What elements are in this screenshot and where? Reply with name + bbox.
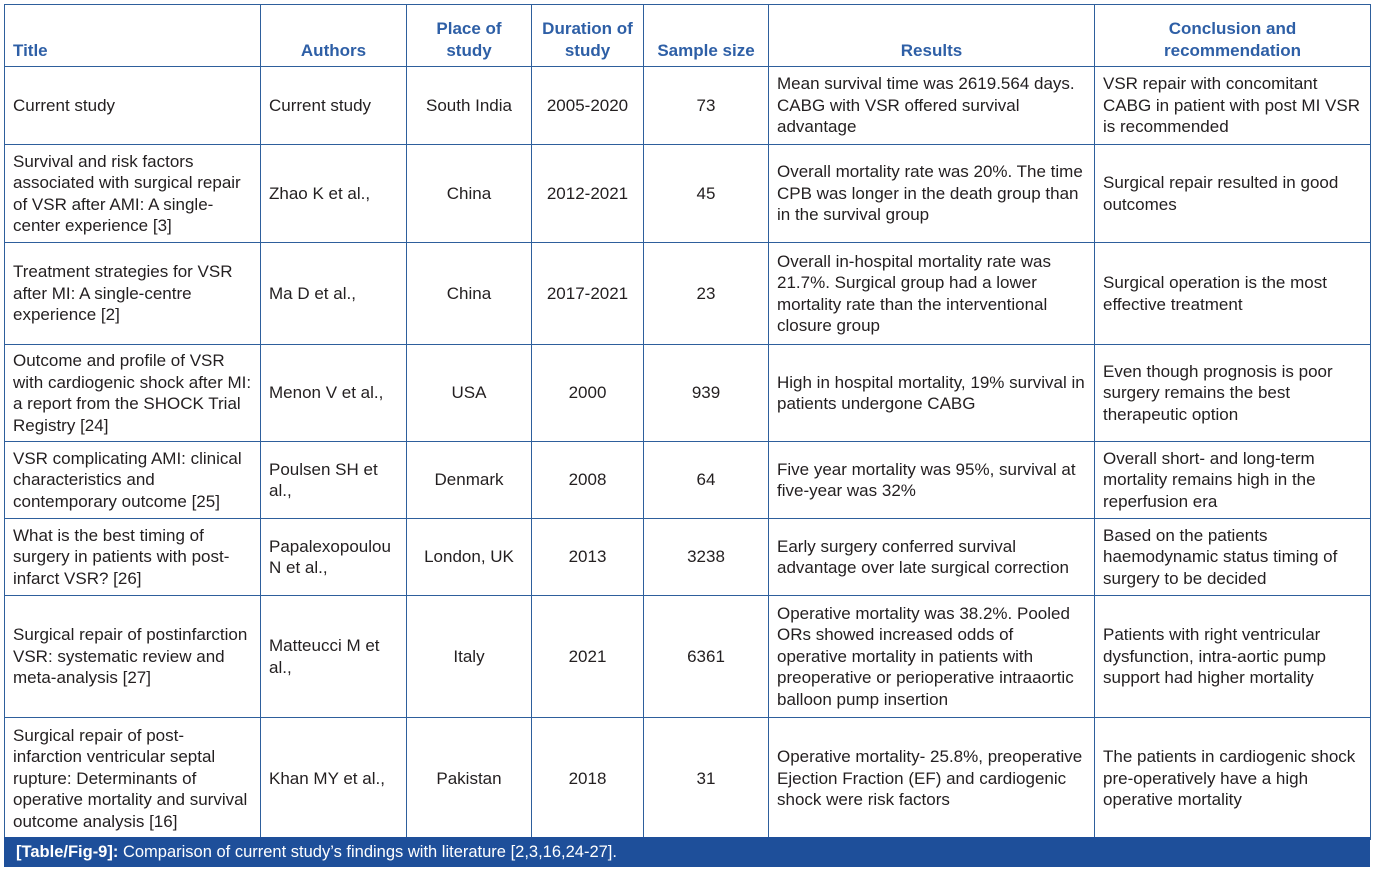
- table-row: Surgical repair of postinfarction VSR: s…: [4, 595, 1371, 718]
- cell-authors: Zhao K et al.,: [260, 144, 407, 243]
- cell-duration: 2000: [531, 344, 644, 442]
- cell-duration: 2018: [531, 717, 644, 840]
- header-sample-size: Sample size: [643, 4, 769, 67]
- cell-results: High in hospital mortality, 19% survival…: [768, 344, 1095, 442]
- cell-title: VSR complicating AMI: clinical character…: [4, 441, 261, 519]
- cell-place: USA: [406, 344, 532, 442]
- cell-results: Overall in-hospital mortality rate was 2…: [768, 242, 1095, 345]
- caption-text: Comparison of current study’s findings w…: [118, 843, 617, 861]
- cell-authors: Poulsen SH et al.,: [260, 441, 407, 519]
- cell-duration: 2012-2021: [531, 144, 644, 243]
- table-row: Current study Current study South India …: [4, 66, 1371, 145]
- cell-title: Current study: [4, 66, 261, 145]
- cell-sample-size: 31: [643, 717, 769, 840]
- header-results: Results: [768, 4, 1095, 67]
- cell-place: Italy: [406, 595, 532, 718]
- cell-results: Operative mortality was 38.2%. Pooled OR…: [768, 595, 1095, 718]
- cell-authors: Papalexopoulou N et al.,: [260, 518, 407, 596]
- cell-conclusion: Even though prognosis is poor surgery re…: [1094, 344, 1371, 442]
- cell-place: South India: [406, 66, 532, 145]
- cell-title: Surgical repair of postinfarction VSR: s…: [4, 595, 261, 718]
- cell-title: Surgical repair of post-infarction ventr…: [4, 717, 261, 840]
- cell-title: Survival and risk factors associated wit…: [4, 144, 261, 243]
- cell-place: Pakistan: [406, 717, 532, 840]
- cell-results: Five year mortality was 95%, survival at…: [768, 441, 1095, 519]
- cell-authors: Current study: [260, 66, 407, 145]
- cell-title: What is the best timing of surgery in pa…: [4, 518, 261, 596]
- header-conclusion: Conclusion and recommendation: [1094, 4, 1371, 67]
- header-duration-of-study: Duration of study: [531, 4, 644, 67]
- header-place-of-study: Place of study: [406, 4, 532, 67]
- cell-sample-size: 23: [643, 242, 769, 345]
- cell-conclusion: Surgical repair resulted in good outcome…: [1094, 144, 1371, 243]
- literature-comparison-table: Title Authors Place of study Duration of…: [4, 4, 1371, 840]
- cell-duration: 2017-2021: [531, 242, 644, 345]
- cell-place: China: [406, 242, 532, 345]
- table-row: What is the best timing of surgery in pa…: [4, 518, 1371, 596]
- cell-conclusion: Surgical operation is the most effective…: [1094, 242, 1371, 345]
- cell-results: Early surgery conferred survival advanta…: [768, 518, 1095, 596]
- cell-sample-size: 3238: [643, 518, 769, 596]
- cell-authors: Menon V et al.,: [260, 344, 407, 442]
- cell-results: Operative mortality- 25.8%, preoperative…: [768, 717, 1095, 840]
- cell-duration: 2013: [531, 518, 644, 596]
- cell-title: Treatment strategies for VSR after MI: A…: [4, 242, 261, 345]
- cell-sample-size: 73: [643, 66, 769, 145]
- cell-place: China: [406, 144, 532, 243]
- cell-authors: Khan MY et al.,: [260, 717, 407, 840]
- cell-duration: 2008: [531, 441, 644, 519]
- cell-place: London, UK: [406, 518, 532, 596]
- cell-sample-size: 45: [643, 144, 769, 243]
- header-title: Title: [4, 4, 261, 67]
- cell-conclusion: Patients with right ventricular dysfunct…: [1094, 595, 1371, 718]
- table-header-row: Title Authors Place of study Duration of…: [4, 4, 1371, 67]
- table-caption: [Table/Fig-9]: Comparison of current stu…: [4, 837, 1370, 867]
- cell-conclusion: Based on the patients haemodynamic statu…: [1094, 518, 1371, 596]
- cell-results: Overall mortality rate was 20%. The time…: [768, 144, 1095, 243]
- table-row: Outcome and profile of VSR with cardioge…: [4, 344, 1371, 442]
- table-row: Survival and risk factors associated wit…: [4, 144, 1371, 243]
- cell-conclusion: VSR repair with concomitant CABG in pati…: [1094, 66, 1371, 145]
- cell-duration: 2021: [531, 595, 644, 718]
- cell-conclusion: The patients in cardiogenic shock pre-op…: [1094, 717, 1371, 840]
- cell-authors: Matteucci M et al.,: [260, 595, 407, 718]
- cell-duration: 2005-2020: [531, 66, 644, 145]
- header-authors: Authors: [260, 4, 407, 67]
- cell-sample-size: 939: [643, 344, 769, 442]
- cell-authors: Ma D et al.,: [260, 242, 407, 345]
- table-row: VSR complicating AMI: clinical character…: [4, 441, 1371, 519]
- cell-conclusion: Overall short- and long-term mortality r…: [1094, 441, 1371, 519]
- cell-sample-size: 6361: [643, 595, 769, 718]
- cell-place: Denmark: [406, 441, 532, 519]
- table-row: Treatment strategies for VSR after MI: A…: [4, 242, 1371, 345]
- caption-label: [Table/Fig-9]:: [16, 843, 119, 861]
- table-row: Surgical repair of post-infarction ventr…: [4, 717, 1371, 840]
- cell-sample-size: 64: [643, 441, 769, 519]
- cell-results: Mean survival time was 2619.564 days. CA…: [768, 66, 1095, 145]
- cell-title: Outcome and profile of VSR with cardioge…: [4, 344, 261, 442]
